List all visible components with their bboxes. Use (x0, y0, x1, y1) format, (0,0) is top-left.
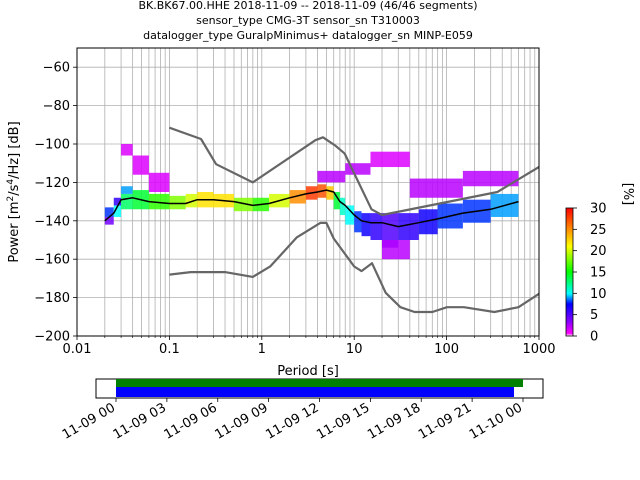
heatmap-cell (409, 178, 463, 198)
timeline-gaps-bar (116, 379, 523, 387)
heatmap-cell (233, 197, 253, 212)
heatmap-cell (289, 190, 306, 204)
heatmap-cell (121, 186, 133, 194)
y-tick-label: −200 (34, 330, 70, 345)
x-tick-label: 1000 (522, 342, 555, 357)
noise-model-low-line (169, 221, 539, 314)
colorbar: 0 5 10 15 20 25 30 [%] (565, 183, 635, 345)
y-tick-label: −180 (34, 291, 70, 306)
timeline-tick-label: 11-09 00 (60, 400, 118, 442)
heatmap-cell (361, 213, 371, 237)
colorbar-label: [%] (620, 183, 635, 206)
timeline-tick-label: 11-09 09 (213, 400, 271, 442)
heatmap-cell (121, 193, 133, 210)
heatmap-cell (113, 197, 122, 206)
heatmap-cell (382, 213, 399, 248)
x-axis-ticks: 0.01 0.1 1 10 100 1000 (63, 336, 556, 357)
chart-title: BK.BK67.00.HHE 2018-11-09 -- 2018-11-09 … (138, 0, 477, 42)
title-line-3: datalogger_type GuralpMinimus+ datalogge… (143, 29, 473, 42)
timeline-tick-label: 11-09 06 (162, 400, 220, 442)
y-tick-label: −80 (43, 99, 70, 114)
x-tick-label: 0.1 (159, 342, 180, 357)
timeline-data-bar (116, 387, 514, 397)
heatmap-cell (345, 205, 355, 225)
heatmap-cell (104, 216, 114, 225)
timeline-tick-label: 11-09 21 (416, 400, 474, 442)
x-tick-label: 100 (434, 342, 459, 357)
y-tick-label: −160 (34, 253, 70, 268)
x-tick-label: 0.01 (63, 342, 92, 357)
y-tick-label: −60 (43, 61, 70, 76)
heatmap-cell (185, 193, 198, 208)
x-tick-label: 10 (346, 342, 363, 357)
heatmap-cell (354, 211, 362, 233)
model-lines (104, 126, 539, 314)
heatmap-cell (113, 205, 122, 217)
colorbar-tick-label: 5 (590, 308, 598, 323)
colorbar-tick-label: 25 (590, 223, 607, 238)
heatmap-cell (148, 172, 170, 192)
colorbar-tick-label: 10 (590, 287, 607, 302)
colorbar-tick-label: 0 (590, 330, 598, 345)
timeline-tick-label: 11-09 18 (365, 400, 423, 442)
heatmap-cell (104, 207, 114, 217)
heatmap-cell (339, 197, 346, 216)
heatmap-cell (370, 213, 383, 240)
heatmap-cell (121, 144, 133, 156)
heatmap-cell (326, 186, 334, 200)
y-tick-label: −100 (34, 138, 70, 153)
colorbar-ticks: 0 5 10 15 20 25 30 (573, 202, 607, 345)
title-line-1: BK.BK67.00.HHE 2018-11-09 -- 2018-11-09 … (138, 0, 477, 12)
colorbar-tick-label: 30 (590, 202, 607, 217)
y-axis-ticks: −200 −180 −160 −140 −120 −100 −80 −60 (34, 61, 77, 345)
heatmap-cell (317, 170, 346, 183)
heatmap-cell (169, 195, 186, 210)
heatmap-cell (398, 213, 419, 240)
heatmap-cell (345, 163, 371, 175)
y-tick-label: −120 (34, 176, 70, 191)
timeline-tick-label: 11-09 12 (263, 400, 321, 442)
timeline-tick-label: 11-10 00 (467, 400, 525, 442)
title-line-2: sensor_type CMG-3T sensor_sn T310003 (196, 14, 420, 27)
heatmap-cell (333, 192, 340, 210)
plot-frame (76, 47, 540, 337)
psd-plot: 0.01 0.1 1 10 100 1000 −200 −180 −160 −140 −120 −1… (6, 47, 556, 379)
y-axis-label: Power [m2/s4/Hz] [dB] (6, 121, 22, 262)
timeline-tick-label: 11-09 15 (314, 400, 372, 442)
heatmap-cell (132, 155, 149, 175)
colorbar-gradient (565, 207, 574, 337)
x-tick-label: 1 (258, 342, 266, 357)
mode-line (104, 189, 519, 228)
heatmap-cell (148, 193, 170, 210)
heatmap-cell (462, 170, 519, 187)
colorbar-tick-label: 20 (590, 244, 607, 259)
noise-model-high-line (169, 126, 539, 217)
timeline-tick-label: 11-09 03 (111, 400, 169, 442)
heatmap-cell (382, 240, 410, 260)
y-tick-label: −140 (34, 214, 70, 229)
heatmap-cell (370, 151, 410, 168)
heatmap-cell (418, 209, 438, 235)
x-axis-label: Period [s] (277, 364, 339, 379)
colorbar-tick-label: 15 (590, 266, 607, 281)
